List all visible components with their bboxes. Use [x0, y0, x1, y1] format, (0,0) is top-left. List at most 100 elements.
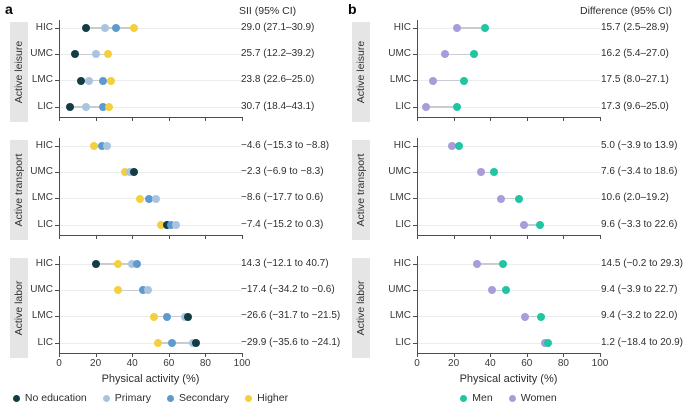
- data-dot-women: [447, 142, 456, 150]
- data-dot-men: [537, 312, 546, 321]
- x-tick-label: 100: [591, 358, 609, 369]
- dumbbell-connector: [154, 315, 188, 318]
- y-axis-line: [417, 256, 418, 353]
- row-label: LMC: [389, 192, 411, 204]
- data-dot-men: [501, 286, 510, 295]
- x-tick-label: 0: [56, 358, 62, 369]
- data-dot-secondary: [132, 260, 141, 268]
- category-tick: [55, 171, 59, 173]
- data-dot-men: [459, 76, 468, 85]
- row-label: UMC: [30, 283, 53, 295]
- legend-dot-icon: [12, 394, 20, 402]
- estimate-annotation: −29.9 (−35.6 to −24.1): [241, 336, 341, 348]
- row-gridline: [418, 53, 600, 55]
- data-dot-men: [515, 194, 524, 203]
- category-tick: [413, 27, 417, 29]
- dumbbell-connector: [501, 197, 520, 200]
- dumbbell-connector: [524, 224, 540, 226]
- y-axis-line: [59, 256, 60, 353]
- dumbbell-connector: [457, 27, 485, 29]
- estimate-annotation: 30.7 (18.4–43.1): [241, 100, 315, 112]
- row-gridline: [418, 171, 600, 173]
- data-dot-men: [489, 168, 498, 177]
- y-axis-line: [59, 138, 60, 235]
- row-gridline: [418, 145, 600, 147]
- x-tick-label: 20: [448, 358, 460, 369]
- row-gridline: [60, 342, 242, 344]
- data-dot-women: [453, 24, 462, 32]
- dumbbell-connector: [492, 289, 506, 292]
- dumbbell-connector: [481, 171, 494, 174]
- data-dot-women: [422, 103, 431, 111]
- data-dot-primary: [151, 194, 160, 203]
- estimate-annotation: 14.5 (−0.2 to 29.3): [601, 257, 684, 269]
- legend-label: Men: [472, 392, 493, 404]
- row-label: LMC: [31, 310, 53, 322]
- x-axis-tick: [563, 354, 565, 357]
- group-label-bar: Active leisure: [10, 22, 28, 122]
- data-dot-primary: [102, 142, 111, 150]
- legend-item-primary: Primary: [102, 392, 151, 404]
- panel-b-column-header: Difference (95% CI): [580, 5, 673, 17]
- x-tick-label: 60: [521, 358, 533, 369]
- x-axis-tick: [563, 236, 565, 239]
- x-tick-label: 60: [163, 358, 175, 369]
- row-label: LIC: [395, 100, 411, 112]
- x-axis-tick: [453, 236, 455, 239]
- row-label: LMC: [389, 74, 411, 86]
- row-gridline: [418, 27, 600, 29]
- x-tick-label: 80: [557, 358, 569, 369]
- x-axis-tick: [205, 354, 207, 357]
- panel-a-letter: a: [5, 1, 13, 17]
- x-axis-tick: [242, 118, 243, 121]
- dumbbell-connector: [86, 27, 135, 29]
- x-axis-tick: [600, 118, 601, 121]
- row-gridline: [60, 27, 242, 29]
- legend-item-higher: Higher: [245, 392, 288, 404]
- category-tick: [55, 316, 59, 318]
- data-dot-men: [543, 339, 552, 347]
- estimate-annotation: 9.4 (−3.2 to 22.0): [601, 310, 678, 322]
- data-dot-primary: [143, 286, 152, 295]
- group-label-bar: Active transport: [10, 140, 28, 240]
- row-label: LMC: [31, 74, 53, 86]
- row-label: UMC: [388, 283, 411, 295]
- category-tick: [55, 27, 59, 29]
- row-gridline: [418, 263, 600, 265]
- data-dot-women: [441, 50, 450, 59]
- subplot-active-leisure: Active leisure HIC 29.0 (27.1–30.9) UMC 25.7…: [0, 20, 342, 138]
- x-axis-tick: [453, 354, 455, 357]
- x-axis-tick: [59, 236, 60, 239]
- x-axis-tick: [417, 118, 418, 121]
- estimate-annotation: 9.4 (−3.9 to 22.7): [601, 283, 678, 295]
- legend-label: Secondary: [178, 392, 230, 404]
- x-axis-tick: [490, 354, 492, 357]
- row-gridline: [60, 224, 242, 226]
- row-label: HIC: [35, 257, 53, 269]
- row-label: LIC: [37, 100, 53, 112]
- dumbbell-connector: [445, 53, 474, 56]
- y-axis-line: [59, 20, 60, 117]
- data-dot-women: [520, 312, 529, 321]
- category-tick: [55, 145, 59, 147]
- row-gridline: [60, 80, 242, 82]
- data-dot-primary: [100, 24, 109, 32]
- panel-b-x-axis-title: Physical activity (%): [459, 373, 558, 385]
- data-dot-no-education: [192, 339, 201, 347]
- estimate-annotation: 9.6 (−3.3 to 22.6): [601, 218, 678, 230]
- group-label: Active leisure: [355, 40, 367, 104]
- legend-label: Primary: [114, 392, 151, 404]
- data-dot-men: [455, 142, 464, 150]
- dumbbell-connector: [524, 315, 542, 318]
- row-gridline: [60, 171, 242, 173]
- category-tick: [55, 198, 59, 200]
- group-label-bar: Active leisure: [352, 22, 370, 122]
- legend-dot-icon: [460, 394, 468, 402]
- x-axis-line: [59, 353, 243, 354]
- data-dot-no-education: [65, 103, 74, 111]
- category-tick: [413, 171, 417, 173]
- x-axis-tick: [95, 236, 97, 239]
- x-axis-tick: [600, 236, 601, 239]
- x-axis-tick: [526, 118, 528, 121]
- subplot-active-transport: Active transport HIC −4.6 (−15.3 to −8.8) U…: [0, 138, 342, 256]
